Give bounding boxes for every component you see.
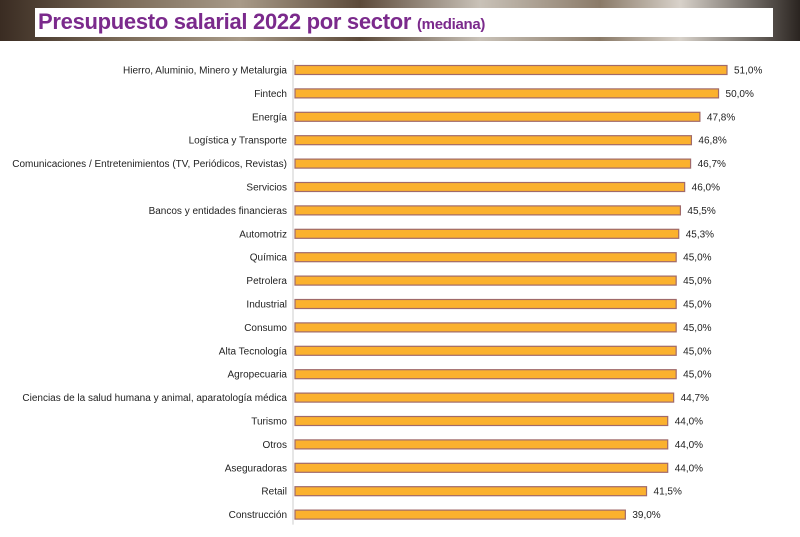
title-subtitle: (mediana): [416, 16, 486, 33]
bar: [294, 369, 677, 380]
bar: [294, 228, 680, 239]
bar: [294, 415, 669, 427]
data-label: 46,0%: [692, 183, 720, 194]
bar: [294, 252, 677, 263]
bar: [294, 322, 677, 333]
bar: [294, 439, 669, 450]
data-label: 44,7%: [681, 393, 709, 404]
data-label: 51,0%: [734, 66, 762, 77]
bar: [294, 158, 692, 169]
bar: [294, 64, 728, 76]
data-label: 45,5%: [687, 206, 715, 217]
category-label: Turismo: [251, 417, 287, 428]
category-label: Retail: [261, 487, 287, 498]
data-label: 45,0%: [683, 276, 711, 287]
category-label: Construcción: [229, 510, 287, 521]
category-label: Agropecuaria: [228, 370, 288, 381]
bar: [294, 392, 675, 403]
category-label: Energía: [252, 112, 287, 123]
bar: [294, 298, 677, 310]
data-label: 45,0%: [683, 346, 711, 357]
data-label: 44,0%: [675, 463, 703, 474]
data-label: 45,0%: [683, 253, 711, 264]
header-photo-banner: Presupuesto salarial 2022 por sector (me…: [0, 0, 800, 41]
bar: [294, 509, 626, 520]
bar: [294, 486, 648, 497]
category-label: Servicios: [246, 183, 287, 194]
data-label: 47,8%: [707, 112, 735, 123]
data-label: 50,0%: [726, 89, 754, 100]
data-label: 45,0%: [683, 300, 711, 311]
category-label: Industrial: [246, 300, 287, 311]
bar: [294, 205, 682, 216]
category-label: Otros: [263, 440, 287, 451]
bar: [294, 275, 677, 286]
data-label: 45,0%: [683, 370, 711, 381]
category-label: Química: [250, 253, 288, 264]
data-label: 46,7%: [698, 159, 726, 170]
category-label: Hierro, Aluminio, Minero y Metalurgia: [123, 66, 287, 77]
title-box: Presupuesto salarial 2022 por sector (me…: [35, 8, 773, 37]
bar: [294, 345, 677, 356]
bar-chart: Hierro, Aluminio, Minero y Metalurgia 51,…: [12, 60, 762, 525]
category-label: Fintech: [254, 89, 287, 100]
data-label: 44,0%: [675, 440, 703, 451]
category-label: Logística y Transporte: [189, 136, 288, 147]
data-label: 39,0%: [632, 510, 660, 521]
category-label: Consumo: [244, 323, 287, 334]
bar: [294, 462, 669, 473]
category-label: Aseguradoras: [225, 463, 287, 474]
bar: [294, 135, 693, 146]
category-label: Automotriz: [239, 229, 287, 240]
chart-title: Presupuesto salarial 2022 por sector (me…: [38, 9, 485, 35]
data-label: 44,0%: [675, 417, 703, 428]
data-label: 45,3%: [686, 229, 714, 240]
data-label: 45,0%: [683, 323, 711, 334]
data-label: 41,5%: [654, 487, 682, 498]
category-label: Petrolera: [246, 276, 287, 287]
bar: [294, 181, 686, 193]
category-label: Bancos y entidades financieras: [149, 206, 287, 217]
bar: [294, 88, 720, 99]
bar: [294, 111, 701, 122]
category-label: Ciencias de la salud humana y animal, ap…: [22, 393, 287, 404]
category-label: Alta Tecnología: [219, 346, 288, 357]
title-main: Presupuesto salarial 2022 por sector: [38, 9, 412, 34]
data-label: 46,8%: [698, 136, 726, 147]
category-label: Comunicaciones / Entretenimientos (TV, P…: [12, 159, 287, 170]
